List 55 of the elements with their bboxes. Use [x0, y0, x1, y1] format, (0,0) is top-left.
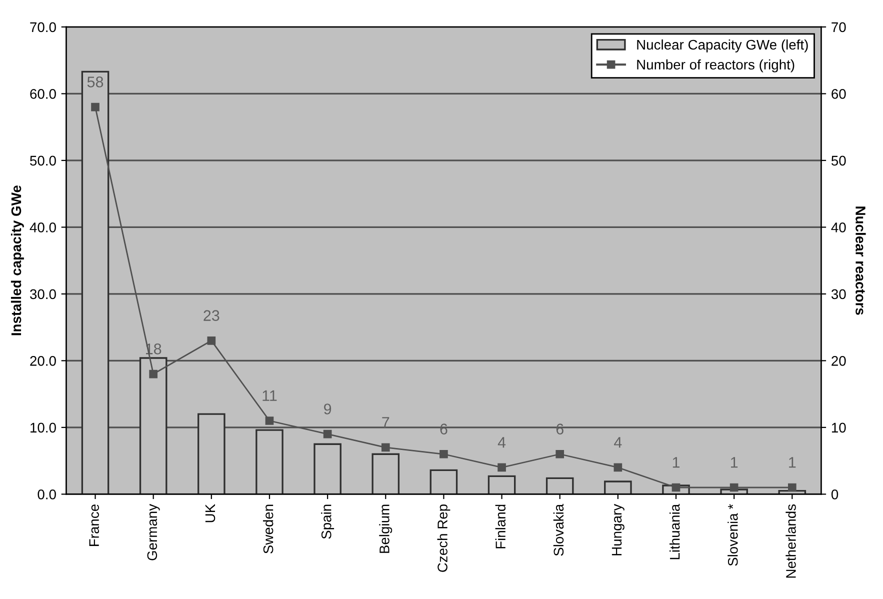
y2-tick-label: 50 — [831, 156, 846, 166]
data-label: 1 — [730, 457, 738, 468]
point — [556, 450, 564, 458]
data-label: 7 — [382, 417, 390, 428]
point — [498, 463, 506, 472]
x-tick-label: Hungary — [612, 504, 624, 556]
x-tick-label: Lithuania — [670, 504, 680, 560]
x-tick-label: Spain — [321, 504, 334, 539]
data-label: 1 — [789, 457, 796, 468]
point — [730, 483, 738, 492]
y-axis-title: Installed capacity GWe — [10, 186, 24, 336]
point — [614, 463, 622, 472]
x-tick-label: Czech Rep — [437, 504, 450, 572]
y-tick-label: 50.0 — [30, 156, 56, 166]
x-tick-label: Finland — [495, 504, 506, 548]
y2-tick-label: 70 — [832, 22, 846, 32]
point — [381, 443, 390, 452]
y2-tick-label: 0 — [831, 490, 838, 500]
legend-label: Nuclear Capacity GWe (left) — [637, 39, 808, 52]
x-tick-label: UK — [205, 504, 216, 522]
x-tick-label: Sweden — [263, 504, 274, 554]
data-label: 11 — [262, 390, 277, 401]
y-tick-label: 70.0 — [30, 22, 56, 32]
legend-label: Number of reactors (right) — [637, 59, 794, 72]
x-tick-label: Slovenia * — [728, 504, 738, 566]
y2-axis-title: Nuclear reactors — [856, 206, 866, 315]
x-tick-label: Slovakia — [553, 504, 564, 556]
y2-tick-label: 10 — [832, 422, 846, 433]
point — [788, 483, 796, 492]
point — [265, 416, 274, 425]
y2-tick-label: 20 — [832, 356, 846, 366]
point — [149, 370, 158, 378]
y-tick-label: 30.0 — [30, 289, 56, 300]
data-label: 1 — [672, 457, 680, 468]
point — [440, 450, 448, 458]
y2-tick-label: 40 — [831, 222, 846, 232]
point — [207, 336, 216, 345]
point — [91, 102, 100, 112]
y2-tick-label: 60 — [832, 89, 846, 99]
x-tick-label: Germany — [147, 504, 160, 560]
y-tick-label: 20.0 — [30, 356, 56, 366]
x-tick-label: Netherlands — [786, 504, 796, 578]
y-tick-label: 10.0 — [30, 422, 56, 433]
data-label: 23 — [204, 310, 220, 321]
data-label: 4 — [498, 437, 506, 448]
y2-tick-label: 30 — [831, 289, 846, 300]
y-tick-label: 40.0 — [30, 222, 56, 232]
x-tick-label: France — [89, 504, 99, 546]
data-label: 9 — [324, 404, 332, 414]
y-tick-label: 60.0 — [30, 89, 56, 99]
y-tick-label: 0.0 — [38, 490, 56, 500]
x-tick-label: Belgium — [379, 504, 392, 553]
data-label: 4 — [614, 437, 622, 448]
data-label: 58 — [87, 76, 104, 88]
point — [323, 430, 332, 438]
